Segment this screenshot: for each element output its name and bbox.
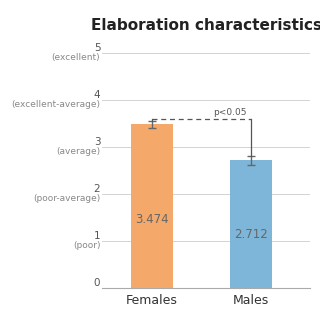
Text: 1: 1: [94, 231, 100, 241]
Text: 3: 3: [94, 137, 100, 147]
Bar: [131, 124, 173, 288]
Title: Elaboration characteristics: Elaboration characteristics: [91, 18, 320, 33]
Text: 5: 5: [94, 43, 100, 52]
Text: 2: 2: [94, 184, 100, 194]
Text: (excellent): (excellent): [52, 52, 100, 61]
Text: (poor): (poor): [73, 241, 100, 250]
Text: 4: 4: [94, 90, 100, 100]
Bar: [230, 160, 272, 288]
Text: p<0.05: p<0.05: [213, 108, 247, 117]
Text: 3.474: 3.474: [135, 213, 169, 226]
Text: (average): (average): [56, 147, 100, 156]
Text: (poor-average): (poor-average): [33, 194, 100, 203]
Text: (excellent-average): (excellent-average): [11, 100, 100, 108]
Text: 2.712: 2.712: [234, 228, 268, 241]
Text: 0: 0: [94, 278, 100, 288]
